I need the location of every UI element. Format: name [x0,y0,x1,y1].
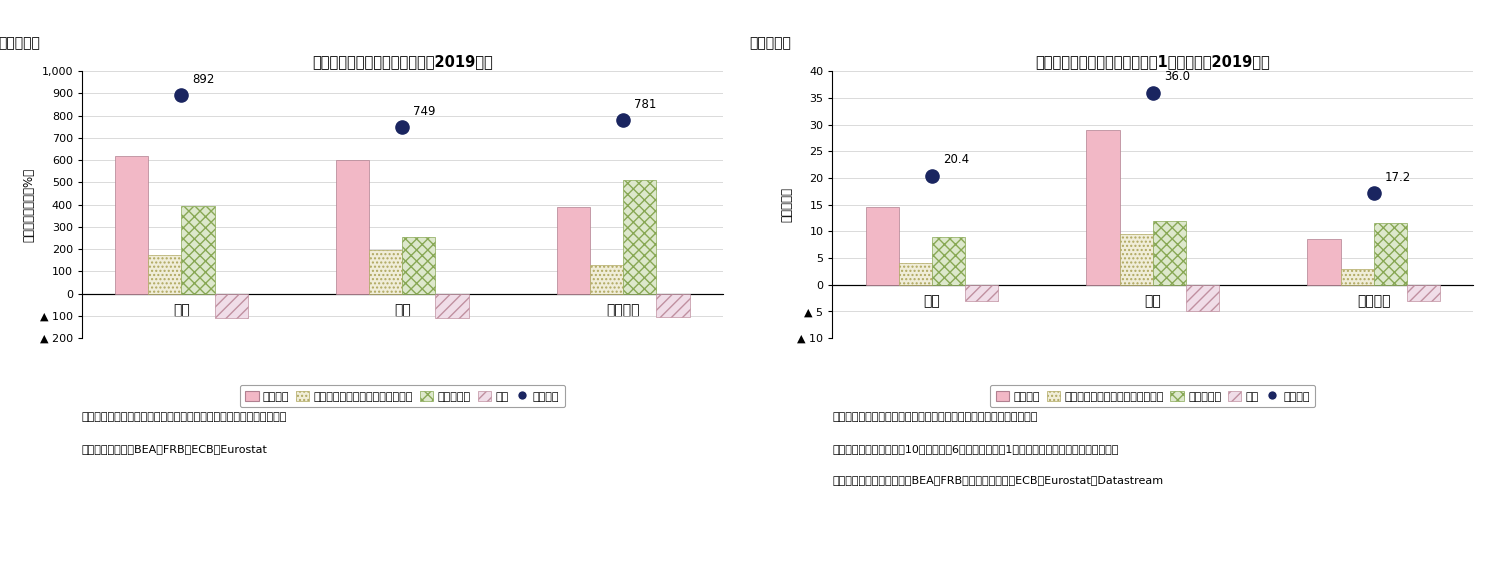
Text: 20.4: 20.4 [943,154,970,167]
Bar [181,206,214,293]
Bar [965,285,998,301]
Point [1362,189,1386,198]
Bar [590,265,623,293]
Legend: 金融資産, （金融資産のうち保険・年金等）, 非金融資産, 負債, 正味資産: 金融資産, （金融資産のうち保険・年金等）, 非金融資産, 負債, 正味資産 [239,385,565,407]
Bar [403,237,436,293]
Bar [1120,234,1152,285]
Bar [1307,240,1341,285]
Bar [558,207,590,293]
Point [920,171,944,180]
Text: （図表３）: （図表３） [0,37,40,50]
Bar [214,293,248,318]
Bar [865,207,898,285]
Bar [1187,285,1219,311]
Y-axis label: （万ドル）: （万ドル） [781,187,793,222]
Point [391,123,415,132]
Point [170,91,193,100]
Text: （注）対家計民間非営利団体を含む。米国はヘッジファンド等を含む: （注）対家計民間非営利団体を含む。米国はヘッジファンド等を含む [82,413,287,422]
Text: （資料）内閣府、BEA、FRB、ECB、Eurostat: （資料）内閣府、BEA、FRB、ECB、Eurostat [82,444,268,454]
Point [1141,88,1164,97]
Bar [1407,285,1439,301]
Text: 781: 781 [635,97,657,111]
Bar [1374,223,1407,285]
Title: 日米欧の家計の資産負債残高（1人あたり、2019年）: 日米欧の家計の資産負債残高（1人あたり、2019年） [1035,54,1270,69]
Bar [149,254,181,293]
Bar [1087,130,1120,285]
Title: 日米欧の家計の資産負債残高（2019年）: 日米欧の家計の資産負債残高（2019年） [312,54,492,69]
Text: （注）対家計民間非営利団体を含む。米国はヘッジファンド等を含む: （注）対家計民間非営利団体を含む。米国はヘッジファンド等を含む [833,413,1038,422]
Text: 人口推計は日本は10月、米国は6月、ユーロ圏は1月時点、歴年平均為替レートで換算: 人口推計は日本は10月、米国は6月、ユーロ圏は1月時点、歴年平均為替レートで換算 [833,444,1118,454]
Bar [656,293,690,317]
Text: 36.0: 36.0 [1164,70,1190,83]
Bar [898,264,932,285]
Text: （図表４）: （図表４） [749,37,791,50]
Bar [436,293,468,318]
Text: 749: 749 [413,105,436,117]
Point [611,115,635,124]
Bar [336,160,369,293]
Text: （資料）内閣府、総務省、BEA、FRB、米国勢調査局、ECB、Eurostat、Datastream: （資料）内閣府、総務省、BEA、FRB、米国勢調査局、ECB、Eurostat、… [833,476,1163,485]
Bar [1152,221,1187,285]
Bar [623,180,656,293]
Bar [932,237,965,285]
Bar [369,250,403,293]
Text: 892: 892 [192,73,214,86]
Legend: 金融資産, （金融資産のうち保険・年金等）, 非金融資産, 負債, 正味資産: 金融資産, （金融資産のうち保険・年金等）, 非金融資産, 負債, 正味資産 [990,385,1316,407]
Bar [1341,269,1374,285]
Bar [114,156,149,293]
Y-axis label: （可処分所得比、%）: （可処分所得比、%） [22,167,36,242]
Text: 17.2: 17.2 [1384,171,1411,183]
